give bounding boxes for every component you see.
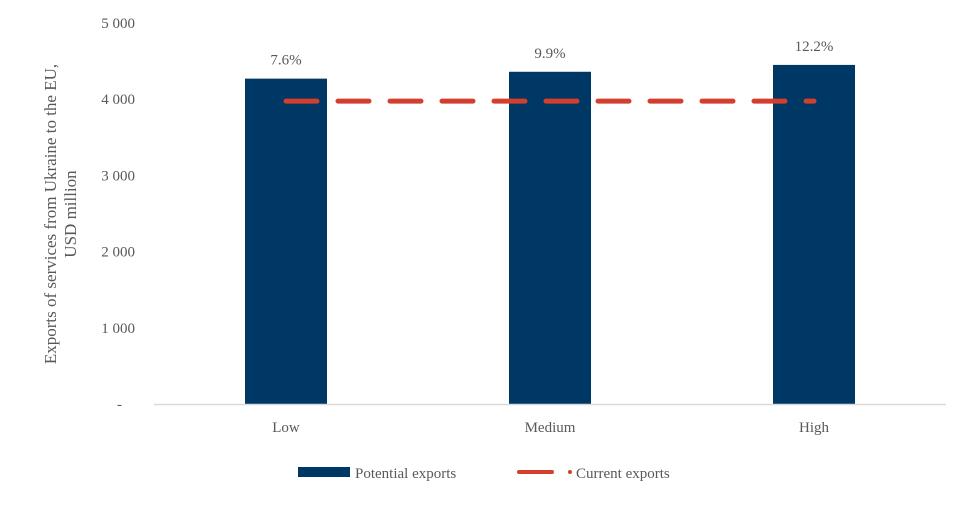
data-label: 12.2% [795, 39, 834, 55]
y-tick-label: 3 000 [101, 168, 135, 184]
legend-label-potential-exports: Potential exports [355, 466, 456, 482]
bar-medium [509, 71, 591, 404]
y-axis-ticks: - 1 000 2 000 3 000 4 000 5 000 [101, 16, 135, 413]
x-category-label: Medium [525, 420, 576, 436]
y-tick-label: 1 000 [101, 321, 135, 337]
y-tick-label: - [117, 397, 122, 413]
x-axis-categories: Low Medium High [272, 420, 829, 436]
bar-low [245, 78, 327, 404]
legend: Potential exports Current exports [298, 466, 670, 482]
data-labels: 7.6% 9.9% 12.2% [270, 39, 833, 69]
y-tick-label: 4 000 [101, 92, 135, 108]
legend-swatch-potential-exports [298, 467, 350, 477]
data-label: 9.9% [534, 46, 565, 62]
y-axis-title-line-1: Exports of services from Ukraine to the … [41, 64, 60, 364]
y-axis-title-line-2: USD million [61, 170, 80, 258]
y-tick-label: 5 000 [101, 16, 135, 32]
bars [245, 64, 855, 404]
bar-high [773, 64, 855, 404]
y-tick-label: 2 000 [101, 245, 135, 261]
y-axis-title: Exports of services from Ukraine to the … [41, 64, 80, 364]
x-category-label: High [799, 420, 830, 436]
legend-marker-current-exports [568, 470, 572, 474]
legend-label-current-exports: Current exports [576, 466, 670, 482]
x-category-label: Low [272, 420, 300, 436]
data-label: 7.6% [270, 53, 301, 69]
